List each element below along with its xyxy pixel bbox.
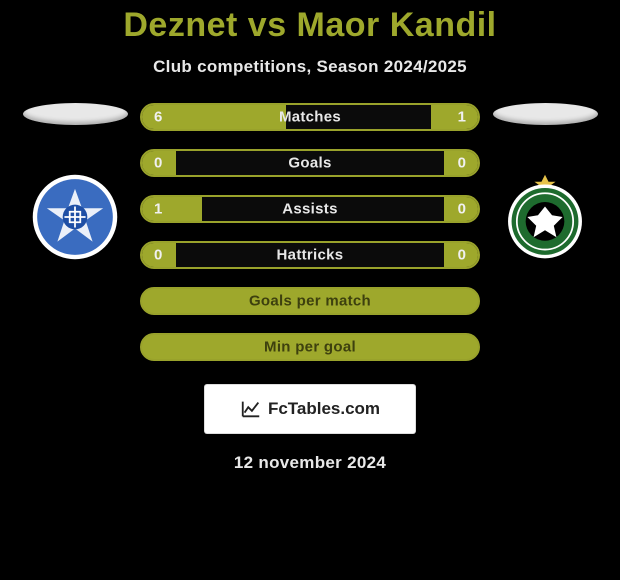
stat-right-value: 0 (458, 155, 466, 172)
crest-icon (31, 173, 119, 261)
right-team-crest (501, 173, 589, 261)
bar-hattricks: 0 Hattricks 0 (140, 241, 480, 269)
stat-label: Min per goal (142, 339, 478, 356)
snapshot-date: 12 november 2024 (0, 453, 620, 473)
bar-goals-per-match: Goals per match (140, 287, 480, 315)
stat-bars: 6 Matches 1 0 Goals 0 1 Assists 0 0 Hatt… (140, 103, 480, 361)
stat-label: Assists (142, 201, 478, 218)
stat-label: Hattricks (142, 247, 478, 264)
bar-goals: 0 Goals 0 (140, 149, 480, 177)
comparison-layout: 6 Matches 1 0 Goals 0 1 Assists 0 0 Hatt… (0, 103, 620, 361)
source-text: FcTables.com (268, 399, 380, 419)
page-title: Deznet vs Maor Kandil (0, 6, 620, 45)
stat-right-value: 0 (458, 201, 466, 218)
stat-right-value: 0 (458, 247, 466, 264)
chart-line-icon (240, 398, 262, 420)
stat-label: Matches (142, 109, 478, 126)
left-team-crest (31, 173, 119, 261)
stat-right-value: 1 (458, 109, 466, 126)
bar-assists: 1 Assists 0 (140, 195, 480, 223)
left-name-plate (23, 103, 128, 125)
left-player-column (10, 103, 140, 261)
bar-min-per-goal: Min per goal (140, 333, 480, 361)
page-subtitle: Club competitions, Season 2024/2025 (0, 57, 620, 77)
stat-label: Goals (142, 155, 478, 172)
stat-label: Goals per match (142, 293, 478, 310)
source-badge: FcTables.com (205, 385, 415, 433)
bar-matches: 6 Matches 1 (140, 103, 480, 131)
right-name-plate (493, 103, 598, 125)
right-player-column (480, 103, 610, 261)
crest-icon (501, 173, 589, 261)
